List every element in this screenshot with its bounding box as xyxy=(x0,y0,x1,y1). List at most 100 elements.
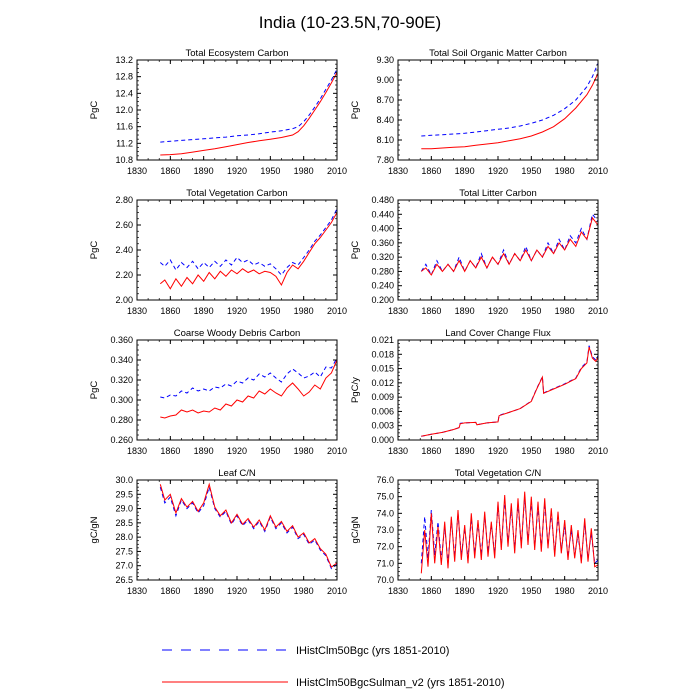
series-group xyxy=(421,63,598,150)
series-line-sulman xyxy=(159,212,337,290)
y-axis-label: gC/gN xyxy=(350,516,361,543)
series-group xyxy=(160,68,337,156)
panel-title: Land Cover Change Flux xyxy=(445,328,551,339)
y-tick-label: 0.360 xyxy=(110,335,133,345)
panel-title: Total Soil Organic Matter Carbon xyxy=(429,48,567,59)
series-group xyxy=(160,357,337,419)
panel-title: Total Ecosystem Carbon xyxy=(186,48,289,59)
y-tick-label: 11.6 xyxy=(116,122,133,132)
x-tick-label: 1830 xyxy=(388,586,408,596)
y-tick-label: 0.360 xyxy=(371,238,394,248)
y-tick-label: 8.70 xyxy=(376,95,394,105)
legend-label-bgc: IHistClm50Bgc (yrs 1851-2010) xyxy=(296,645,449,657)
panel-total-soil-organic-matter-carbon: Total Soil Organic Matter Carbon PgC 1830 1… xyxy=(350,48,608,176)
panel-title: Total Vegetation Carbon xyxy=(186,188,287,199)
y-axis-label: PgC xyxy=(89,101,100,120)
x-tick-label: 1950 xyxy=(521,306,541,316)
x-tick-label: 1950 xyxy=(260,586,280,596)
x-tick-label: 1980 xyxy=(555,586,575,596)
x-tick-label: 1950 xyxy=(260,446,280,456)
figure-title: India (10-23.5N,70-90E) xyxy=(259,13,441,32)
y-tick-label: 0.480 xyxy=(371,195,394,205)
y-tick-label: 0.240 xyxy=(371,281,394,291)
series-group xyxy=(420,213,598,277)
plot-frame xyxy=(397,339,599,441)
panel-title: Total Vegetation C/N xyxy=(455,468,542,479)
y-tick-label: 76.0 xyxy=(376,475,394,485)
panel-total-ecosystem-carbon: Total Ecosystem Carbon PgC 1830 1860 1890 192… xyxy=(89,48,347,176)
y-tick-label: 12.8 xyxy=(115,72,133,82)
y-axis-label: PgC xyxy=(350,241,361,260)
x-tick-label: 1860 xyxy=(160,166,180,176)
x-tick-label: 1860 xyxy=(160,586,180,596)
y-axis-label: PgC/y xyxy=(350,377,361,403)
panel-coarse-woody-debris-carbon: Coarse Woody Debris Carbon PgC 1830 1860 189… xyxy=(89,328,347,456)
y-tick-label: 28.0 xyxy=(115,532,133,542)
y-tick-label: 72.0 xyxy=(376,542,394,552)
x-tick-label: 1980 xyxy=(294,166,314,176)
x-tick-label: 1980 xyxy=(294,306,314,316)
x-tick-label: 1920 xyxy=(227,306,247,316)
series-line-bgc xyxy=(159,485,337,570)
series-line-sulman xyxy=(421,346,598,437)
y-tick-label: 0.009 xyxy=(371,392,394,402)
y-tick-label: 2.40 xyxy=(115,245,133,255)
series-line-bgc xyxy=(420,213,598,277)
x-tick-label: 1890 xyxy=(455,586,475,596)
series-line-bgc xyxy=(159,208,337,276)
x-tick-label: 1980 xyxy=(294,586,314,596)
y-tick-label: 28.5 xyxy=(115,518,133,528)
y-tick-label: 30.0 xyxy=(115,475,133,485)
y-tick-label: 8.10 xyxy=(376,135,394,145)
y-tick-label: 0.012 xyxy=(371,378,394,388)
x-tick-label: 2010 xyxy=(588,306,608,316)
plot-frame xyxy=(397,199,599,301)
x-tick-label: 1830 xyxy=(127,166,147,176)
series-line-bgc xyxy=(160,68,337,143)
y-tick-label: 0.440 xyxy=(371,209,394,219)
y-tick-label: 0.340 xyxy=(110,355,133,365)
x-tick-label: 1890 xyxy=(194,306,214,316)
y-tick-label: 9.30 xyxy=(376,55,394,65)
y-tick-label: 0.003 xyxy=(371,421,394,431)
y-tick-label: 7.80 xyxy=(376,155,394,165)
y-tick-label: 75.0 xyxy=(376,492,394,502)
x-tick-label: 1890 xyxy=(455,306,475,316)
x-tick-label: 1920 xyxy=(488,446,508,456)
y-tick-label: 74.0 xyxy=(376,508,394,518)
series-line-sulman xyxy=(420,216,598,276)
panel-title: Leaf C/N xyxy=(218,468,256,479)
y-tick-label: 0.400 xyxy=(371,224,394,234)
y-tick-label: 0.300 xyxy=(110,395,133,405)
y-tick-label: 71.0 xyxy=(376,558,394,568)
y-axis-label: PgC xyxy=(89,241,100,260)
y-axis-label: PgC xyxy=(350,101,361,120)
x-tick-label: 1890 xyxy=(194,446,214,456)
x-tick-label: 1830 xyxy=(388,446,408,456)
y-tick-label: 0.320 xyxy=(110,375,133,385)
y-tick-label: 10.8 xyxy=(115,155,133,165)
x-tick-label: 2010 xyxy=(327,586,347,596)
y-axis-label: PgC xyxy=(89,381,100,400)
y-tick-label: 27.5 xyxy=(115,546,133,556)
x-tick-label: 2010 xyxy=(588,166,608,176)
x-tick-label: 1950 xyxy=(521,166,541,176)
x-tick-label: 1980 xyxy=(555,306,575,316)
panel-title: Total Litter Carbon xyxy=(459,188,537,199)
x-tick-label: 1950 xyxy=(521,586,541,596)
y-tick-label: 73.0 xyxy=(376,525,394,535)
panel-leaf-c-n: Leaf C/N gC/gN 1830 1860 1890 1920 1950 1980 201… xyxy=(89,468,347,596)
x-tick-label: 1830 xyxy=(127,586,147,596)
x-tick-label: 2010 xyxy=(327,306,347,316)
y-tick-label: 29.5 xyxy=(115,489,133,499)
panels: Total Ecosystem Carbon PgC 1830 1860 1890 192… xyxy=(89,48,608,596)
x-tick-label: 1950 xyxy=(260,306,280,316)
y-axis-label: gC/gN xyxy=(89,516,100,543)
series-line-sulman xyxy=(420,491,598,574)
y-tick-label: 9.00 xyxy=(376,75,394,85)
panel-title: Coarse Woody Debris Carbon xyxy=(174,328,301,339)
x-tick-label: 1830 xyxy=(127,306,147,316)
x-tick-label: 1860 xyxy=(160,306,180,316)
y-tick-label: 0.021 xyxy=(371,335,394,345)
